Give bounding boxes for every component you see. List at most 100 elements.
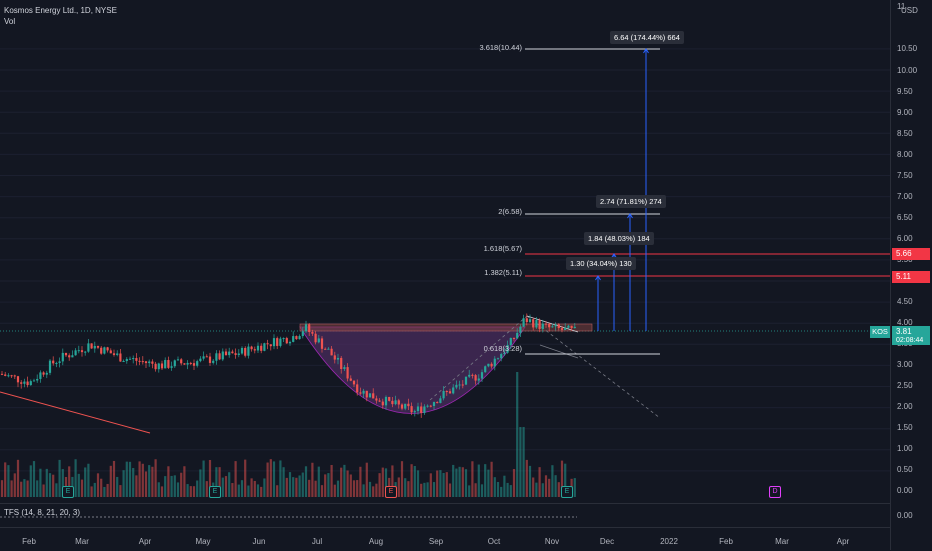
dashed-projection-line — [526, 315, 661, 419]
candle-body — [340, 357, 343, 370]
candle-body — [522, 318, 525, 327]
candle-body — [381, 401, 384, 406]
candle-body — [516, 332, 519, 339]
volume-bar — [480, 484, 484, 497]
candle-body — [343, 367, 346, 370]
candle-body — [509, 337, 512, 346]
candle-body — [285, 338, 288, 344]
candle-body — [144, 361, 148, 364]
volume-bar — [535, 482, 538, 497]
candle-body — [87, 343, 90, 352]
candle-body — [148, 361, 151, 364]
volume-bar — [90, 486, 93, 497]
projection-callout-664: 6.64 (174.44%) 664 — [610, 31, 684, 44]
flag-line — [539, 344, 579, 359]
volume-bar — [148, 465, 151, 497]
volume-bar — [48, 473, 52, 497]
candle-body — [192, 363, 196, 366]
candle-body — [400, 404, 404, 409]
price-axis-top-tick: 11 — [897, 2, 906, 11]
volume-bar — [276, 485, 279, 497]
candle-body — [295, 336, 298, 340]
candle-body — [90, 343, 93, 349]
candle-body — [420, 406, 423, 413]
volume-bar — [404, 478, 407, 497]
candle-body — [116, 353, 119, 355]
volume-bar — [324, 474, 327, 497]
candle-body — [298, 336, 301, 340]
candle-body — [327, 348, 330, 350]
time-axis[interactable]: Feb Mar Apr May Jun Jul Aug Sep Oct Nov Dec 2022 Feb… — [0, 527, 890, 551]
volume-bar — [103, 486, 106, 497]
volume-bar — [506, 482, 509, 497]
volume-bar — [384, 468, 388, 497]
volume-bar — [349, 474, 352, 497]
volume-bar — [333, 484, 336, 497]
volume-bar — [176, 482, 180, 497]
earnings-badge[interactable]: E — [209, 486, 221, 498]
volume-bar — [538, 467, 541, 497]
chart-area[interactable]: Kosmos Energy Ltd., 1D, NYSE Vol 3.618(1… — [0, 0, 890, 502]
volume-bar — [544, 475, 548, 497]
volume-bar — [154, 459, 157, 497]
cup-shape — [299, 326, 526, 414]
price-chart[interactable] — [0, 0, 890, 502]
candle-body — [493, 358, 496, 367]
candle-body — [80, 350, 84, 353]
volume-bar — [202, 460, 205, 497]
dividend-badge[interactable]: D — [769, 486, 781, 498]
candle-body — [477, 378, 480, 381]
candle-body — [362, 390, 365, 394]
candle-body — [20, 382, 23, 384]
candle-body — [308, 324, 311, 333]
earnings-badge[interactable]: E — [561, 486, 573, 498]
candle-body — [106, 347, 109, 351]
volume-bar — [128, 461, 132, 497]
candle-body — [256, 345, 260, 351]
candle-body — [359, 392, 362, 394]
price-tick: 8.00 — [897, 150, 913, 159]
candle-body — [93, 345, 96, 349]
volume-bar — [445, 472, 448, 497]
volume-bar — [125, 461, 128, 497]
volume-bar — [16, 459, 20, 497]
volume-bar — [260, 486, 263, 497]
candle-body — [455, 384, 458, 388]
volume-bar — [442, 472, 445, 497]
candle-body — [157, 363, 160, 370]
volume-bar — [247, 485, 250, 497]
candle-body — [484, 366, 487, 373]
volume-bar — [468, 485, 471, 497]
volume-bar — [4, 462, 7, 497]
volume-bar — [45, 468, 48, 497]
volume-bar — [0, 480, 4, 497]
volume-bar — [378, 473, 381, 497]
candle-body — [180, 359, 183, 364]
volume-bar — [36, 480, 39, 497]
volume-bar — [330, 464, 333, 497]
volume-bar — [532, 477, 535, 497]
volume-bar — [61, 469, 64, 497]
candle-body — [32, 380, 36, 382]
candle-body — [506, 345, 509, 353]
projection-callout-274: 2.74 (71.81%) 274 — [596, 195, 666, 208]
candle-body — [263, 343, 266, 351]
volume-bar — [436, 470, 439, 497]
volume-bar — [285, 477, 288, 497]
candle-body — [71, 355, 74, 358]
indicator-pane[interactable]: TFS (14, 8, 21, 20, 3) — [0, 503, 890, 528]
price-axis[interactable]: 11 USD 10.50 10.00 9.50 9.00 8.50 8.00 7.50 7.0… — [890, 0, 932, 550]
candle-body — [288, 341, 292, 344]
candle-body — [100, 347, 103, 354]
candle-body — [196, 361, 199, 366]
earnings-badge[interactable]: E — [62, 486, 74, 498]
volume-bar — [346, 470, 349, 497]
price-tick: 9.50 — [897, 87, 913, 96]
candle-body — [183, 363, 186, 365]
volume-bar — [557, 482, 560, 497]
fib-label-0618: 0.618(3.28) — [483, 344, 522, 353]
candle-body — [4, 374, 7, 376]
earnings-badge[interactable]: E — [385, 486, 397, 498]
volume-bar — [183, 466, 186, 497]
candle-body — [212, 360, 215, 363]
